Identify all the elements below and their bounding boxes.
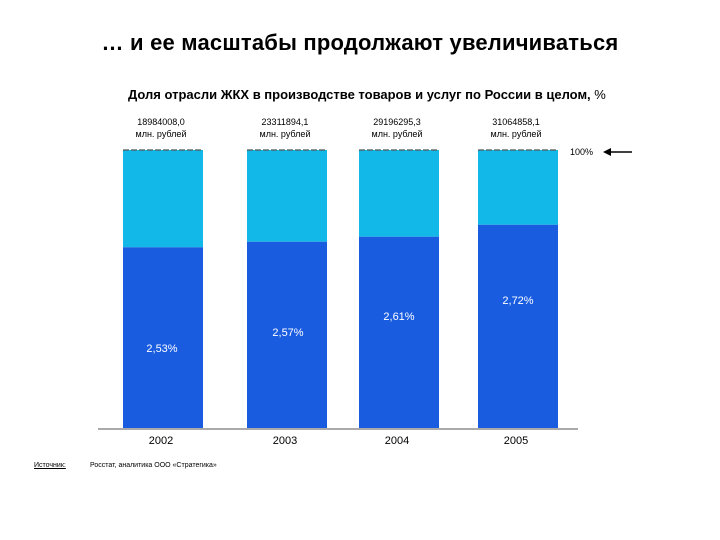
bar-total-unit: млн. рублей [260,129,311,139]
chart-subtitle: Доля отрасли ЖКХ в производстве товаров … [128,87,606,102]
x-tick-label: 2004 [385,435,409,447]
bar-value-label: 2,61% [383,311,414,323]
bar-total-value: 23311894,1 [262,117,309,127]
bar-value-label: 2,72% [502,295,533,307]
chart-subtitle-unit: % [594,87,606,102]
x-tick-label: 2002 [149,435,173,447]
bar-total-unit: млн. рублей [491,129,542,139]
bar-total-value: 18984008,0 [137,117,185,127]
bar-upper-segment [478,150,558,225]
bar-value-label: 2,53% [146,343,177,355]
reference-arrow-head [603,148,611,156]
bar-lower-segment [123,247,203,428]
chart-subtitle-text: Доля отрасли ЖКХ в производстве товаров … [128,87,591,102]
bar-upper-segment [123,150,203,248]
bar-value-label: 2,57% [272,327,303,339]
bar-lower-segment [247,241,327,428]
bar-total-unit: млн. рублей [372,129,423,139]
slide-title: … и ее масштабы продолжают увеличиваться [101,30,619,55]
source-label: Источник: [34,462,66,469]
bar-lower-segment [359,236,439,428]
bar-total-value: 29196295,3 [373,117,421,127]
reference-label: 100% [570,147,593,157]
bar-upper-segment [359,150,439,237]
bar-total-unit: млн. рублей [136,129,187,139]
bar-total-value: 31064858,1 [492,117,540,127]
x-tick-label: 2003 [273,435,297,447]
x-tick-label: 2005 [504,435,528,447]
bar-upper-segment [247,150,327,242]
bar-lower-segment [478,224,558,428]
source-text: Росстат, аналитика ООО «Стратегика» [90,462,217,469]
